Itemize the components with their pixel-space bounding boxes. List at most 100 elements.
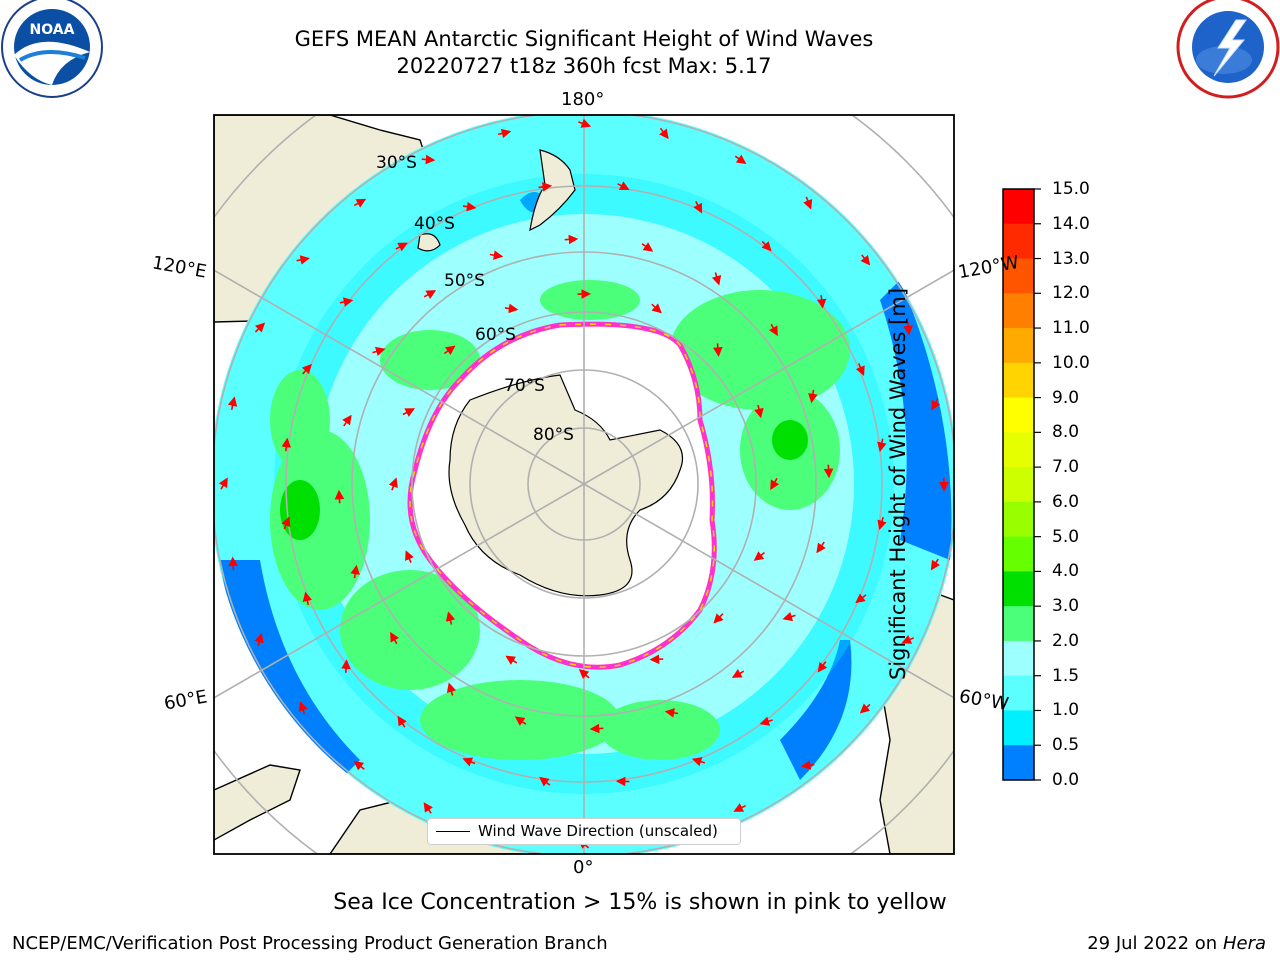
colorbar-tick-label: 8.0: [1052, 422, 1080, 443]
colorbar-title: Significant Height of Wind Waves [m]: [886, 287, 910, 681]
wave-direction-arrow: [254, 322, 266, 333]
wave-direction-arrow: [281, 516, 291, 530]
colorbar-tick-label: 13.0: [1052, 248, 1090, 269]
wave-direction-arrow: [445, 611, 456, 625]
wave-direction-arrow: [505, 655, 518, 665]
colorbar-tick-label: 2.0: [1052, 630, 1080, 651]
wave-direction-arrow: [423, 290, 437, 300]
wave-direction-arrow: [388, 477, 398, 491]
wave-direction-arrow: [302, 591, 313, 606]
sea-ice-note: Sea Ice Concentration > 15% is shown in …: [333, 890, 947, 915]
wave-direction-arrow: [930, 558, 941, 571]
wave-direction-arrow: [733, 803, 746, 812]
wave-direction-arrow: [339, 297, 354, 307]
wave-direction-arrow: [877, 516, 887, 531]
wave-direction-arrow: [218, 477, 228, 490]
nws-logo: [1176, 0, 1280, 99]
wave-direction-arrow: [859, 703, 871, 714]
colorbar-tick-label: 5.0: [1052, 526, 1080, 547]
colorbar-tick-label: 15.0: [1052, 179, 1090, 199]
wave-direction-arrow: [693, 201, 703, 214]
colorbar-segment: [1003, 536, 1034, 572]
colorbar-segment: [1003, 640, 1034, 677]
noaa-logo: NOAA: [1, 0, 103, 98]
wave-direction-arrow: [538, 182, 553, 192]
legend-label: Wind Wave Direction (unscaled): [478, 822, 718, 840]
wave-direction-arrow: [350, 564, 360, 579]
footer-date: 29 Jul 2022 on Hera: [1087, 933, 1266, 954]
wave-direction-arrow: [462, 757, 476, 767]
colorbar-segment: [1003, 362, 1034, 399]
colorbar-segment: [1003, 397, 1034, 433]
noaa-logo-text: NOAA: [30, 22, 75, 38]
wave-direction-arrow: [711, 272, 722, 286]
wave-direction-arrow: [390, 631, 400, 645]
colorbar-segment: [1003, 432, 1034, 468]
colorbar-tick-label: 3.0: [1052, 596, 1080, 617]
wave-direction-arrow: [281, 437, 292, 452]
wave-direction-arrow: [423, 802, 433, 814]
colorbar-segment: [1003, 223, 1034, 260]
wave-direction-arrow: [228, 556, 238, 571]
wave-direction-arrow: [754, 404, 764, 419]
footer-date-text: 29 Jul 2022 on: [1087, 933, 1223, 954]
colorbar-segment: [1003, 606, 1034, 642]
colorbar-tick-label: 1.0: [1052, 700, 1080, 721]
wave-direction-arrow: [816, 541, 826, 554]
wave-direction-arrow: [443, 345, 456, 356]
footer-machine: Hera: [1222, 933, 1266, 954]
colorbar-segment: [1003, 501, 1034, 538]
wave-direction-arrow: [816, 295, 827, 309]
lon-label-0: 0°: [573, 857, 594, 878]
wave-direction-arrow: [227, 396, 238, 410]
wave-direction-arrow: [446, 682, 457, 696]
lat-label-80s: 80°S: [533, 425, 574, 445]
wave-direction-arrow: [405, 550, 414, 564]
wave-direction-arrow: [298, 701, 308, 715]
wave-direction-arrow: [353, 198, 367, 208]
colorbar-tick-label: 7.0: [1052, 457, 1080, 478]
wave-direction-arrow: [713, 343, 723, 357]
wave-direction-arrow: [649, 654, 664, 665]
lat-label-50s: 50°S: [444, 271, 485, 291]
wave-direction-arrow: [402, 408, 416, 417]
colorbar-tick-label: 10.0: [1052, 352, 1090, 373]
wave-direction-arrow: [353, 760, 365, 771]
lat-label-60s: 60°S: [475, 325, 516, 345]
wave-direction-arrow: [301, 363, 312, 375]
wave-direction-arrow: [770, 477, 780, 491]
wave-direction-arrow: [342, 414, 352, 427]
wave-direction-arrow: [421, 154, 436, 165]
lat-label-30s: 30°S: [376, 153, 417, 173]
wave-direction-arrow: [759, 716, 773, 726]
wave-direction-arrow: [578, 669, 590, 679]
wave-direction-arrow: [395, 242, 408, 252]
wave-direction-arrow: [855, 363, 865, 376]
colorbar-tick-label: 6.0: [1052, 491, 1080, 512]
colorbar-segment: [1003, 189, 1034, 225]
colorbar-segment: [1003, 571, 1034, 607]
wave-direction-arrow: [860, 254, 871, 266]
wave-direction-arrow: [462, 201, 477, 212]
wave-direction-arrow: [617, 181, 630, 191]
wave-direction-arrow: [782, 611, 796, 622]
wave-direction-arrow: [651, 303, 662, 314]
wave-direction-arrow: [753, 551, 765, 561]
wave-direction-arrow: [334, 489, 345, 504]
legend-line-symbol: [436, 831, 470, 832]
colorbar-segment: [1003, 710, 1034, 746]
wave-direction-arrow: [497, 128, 512, 139]
colorbar-segment: [1003, 293, 1034, 329]
wave-direction-arrow: [731, 668, 745, 678]
wave-direction-arrow: [800, 760, 815, 770]
colorbar: [1003, 188, 1041, 781]
wave-direction-arrow: [664, 708, 679, 718]
colorbar-tick-label: 9.0: [1052, 387, 1080, 408]
wave-direction-arrow: [341, 659, 351, 673]
wind-wave-direction-arrows: [218, 118, 949, 849]
wave-direction-arrow: [397, 715, 407, 728]
wave-direction-arrow: [808, 389, 818, 404]
map-title: GEFS MEAN Antarctic Significant Height o…: [294, 27, 874, 51]
wave-direction-arrow: [489, 250, 504, 260]
